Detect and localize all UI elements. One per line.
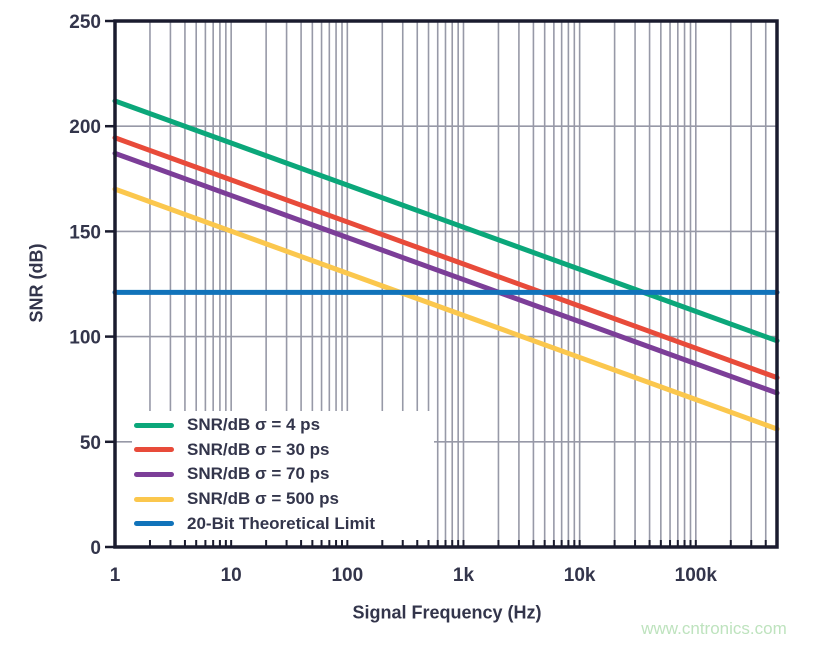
x-tick-label: 10 bbox=[221, 565, 242, 586]
legend-item: SNR/dB σ = 70 ps bbox=[134, 462, 434, 487]
legend-swatch bbox=[134, 447, 174, 453]
y-tick-label: 200 bbox=[69, 117, 101, 138]
x-tick-label: 1 bbox=[110, 565, 121, 586]
y-tick-label: 50 bbox=[80, 433, 101, 454]
legend-label: 20-Bit Theoretical Limit bbox=[187, 513, 375, 533]
legend-item: SNR/dB σ = 30 ps bbox=[134, 438, 434, 463]
series-line-snr-db-70-ps bbox=[112, 150, 780, 396]
legend-item: SNR/dB σ = 4 ps bbox=[134, 413, 434, 438]
x-axis-title: Signal Frequency (Hz) bbox=[352, 602, 542, 623]
y-tick-label: 250 bbox=[69, 12, 101, 33]
plot-border bbox=[113, 19, 779, 549]
watermark-text: www.cntronics.com bbox=[641, 619, 787, 638]
series-lines bbox=[112, 98, 780, 432]
x-tick-label: 1k bbox=[453, 565, 475, 586]
legend-swatch bbox=[134, 496, 174, 502]
y-tick-label: 100 bbox=[69, 328, 101, 349]
legend-label: SNR/dB σ = 70 ps bbox=[187, 464, 330, 484]
legend: SNR/dB σ = 4 ps SNR/dB σ = 30 ps SNR/dB σ … bbox=[132, 411, 434, 540]
legend-swatch bbox=[134, 422, 174, 428]
legend-item: SNR/dB σ = 500 ps bbox=[134, 487, 434, 512]
x-tick-label: 100 bbox=[331, 565, 363, 586]
legend-swatch bbox=[134, 521, 174, 527]
y-tick-label: 0 bbox=[90, 538, 101, 559]
y-axis-ticks bbox=[105, 19, 114, 549]
series-line-snr-db-4-ps bbox=[112, 98, 780, 344]
x-axis-ticks bbox=[148, 540, 767, 546]
y-axis-title: SNR (dB) bbox=[26, 243, 47, 323]
x-tick-label: 10k bbox=[564, 565, 596, 586]
legend-swatch bbox=[134, 471, 174, 477]
legend-label: SNR/dB σ = 4 ps bbox=[187, 415, 321, 435]
series-line-snr-db-30-ps bbox=[112, 135, 780, 381]
series-line-snr-db-500-ps bbox=[112, 186, 780, 432]
legend-item: 20-Bit Theoretical Limit bbox=[134, 511, 434, 536]
legend-label: SNR/dB σ = 30 ps bbox=[187, 439, 330, 459]
x-tick-label: 100k bbox=[675, 565, 718, 586]
legend-label: SNR/dB σ = 500 ps bbox=[187, 489, 339, 509]
y-tick-label: 150 bbox=[69, 222, 101, 243]
